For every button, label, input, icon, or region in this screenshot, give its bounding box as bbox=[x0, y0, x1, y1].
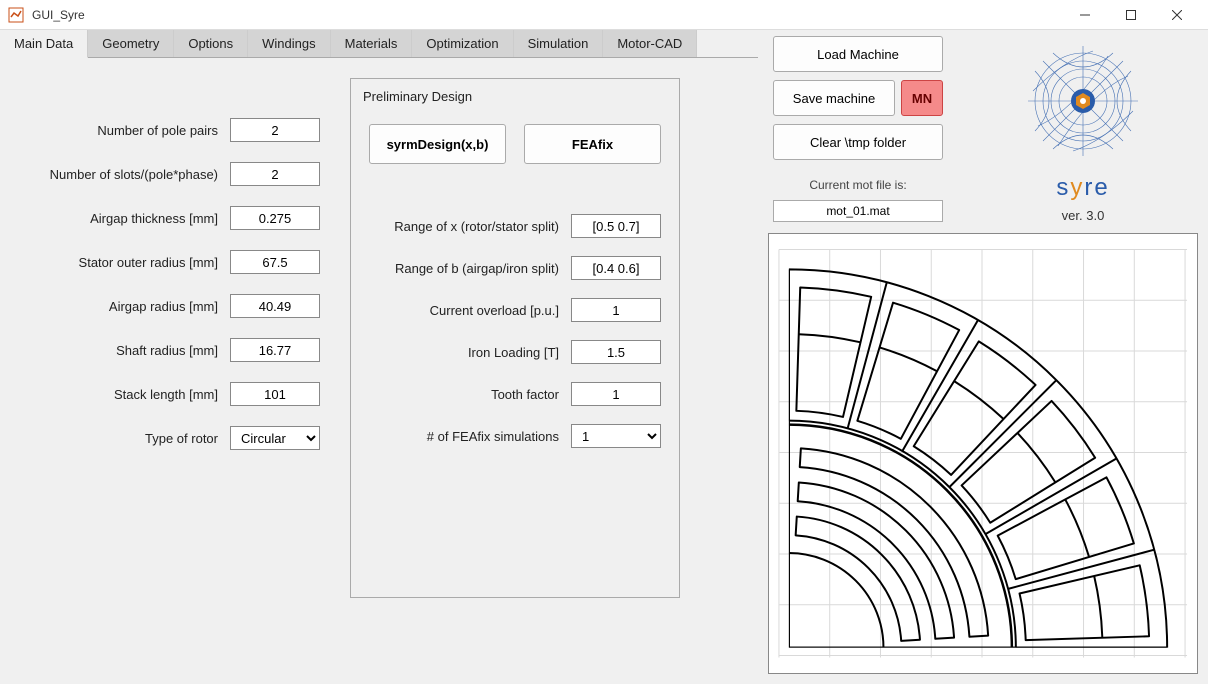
prelim-label: Tooth factor bbox=[491, 387, 559, 402]
field-input[interactable] bbox=[230, 382, 320, 406]
syrm-design-button[interactable]: syrmDesign(x,b) bbox=[369, 124, 506, 164]
logo-text: syre bbox=[1056, 174, 1109, 202]
field-input[interactable] bbox=[230, 338, 320, 362]
tab-geometry[interactable]: Geometry bbox=[88, 30, 174, 57]
prelim-input[interactable] bbox=[571, 382, 661, 406]
prelim-label: Range of b (airgap/iron split) bbox=[395, 261, 559, 276]
field-input[interactable] bbox=[230, 250, 320, 274]
titlebar: GUI_Syre bbox=[0, 0, 1208, 30]
prelim-input[interactable] bbox=[571, 256, 661, 280]
field-input[interactable] bbox=[230, 206, 320, 230]
clear-tmp-button[interactable]: Clear \tmp folder bbox=[773, 124, 943, 160]
right-panel: Load Machine Save machine MN Clear \tmp … bbox=[758, 30, 1208, 684]
motor-cross-section-figure bbox=[768, 233, 1198, 674]
preliminary-design-panel: Preliminary Design syrmDesign(x,b) FEAfi… bbox=[350, 78, 680, 598]
field-label: Shaft radius [mm] bbox=[116, 343, 218, 358]
field-input[interactable] bbox=[230, 162, 320, 186]
mn-button[interactable]: MN bbox=[901, 80, 943, 116]
tab-bar: Main DataGeometryOptionsWindingsMaterial… bbox=[0, 30, 758, 58]
prelim-label: Current overload [p.u.] bbox=[430, 303, 559, 318]
logo-area: syre ver. 3.0 bbox=[968, 36, 1198, 223]
field-label: Number of slots/(pole*phase) bbox=[50, 167, 218, 182]
minimize-button[interactable] bbox=[1062, 0, 1108, 30]
window-title: GUI_Syre bbox=[32, 8, 1062, 22]
rotor-type-select[interactable]: Circular bbox=[230, 426, 320, 450]
prelim-label: Range of x (rotor/stator split) bbox=[394, 219, 559, 234]
close-button[interactable] bbox=[1154, 0, 1200, 30]
tab-options[interactable]: Options bbox=[174, 30, 248, 57]
preliminary-design-title: Preliminary Design bbox=[351, 79, 679, 110]
load-machine-button[interactable]: Load Machine bbox=[773, 36, 943, 72]
field-label: Number of pole pairs bbox=[97, 123, 218, 138]
prelim-input[interactable] bbox=[571, 214, 661, 238]
left-panel: Main DataGeometryOptionsWindingsMaterial… bbox=[0, 30, 758, 684]
prelim-label: Iron Loading [T] bbox=[468, 345, 559, 360]
field-label: Airgap thickness [mm] bbox=[90, 211, 218, 226]
version-label: ver. 3.0 bbox=[1062, 208, 1105, 223]
tab-materials[interactable]: Materials bbox=[331, 30, 413, 57]
field-input[interactable] bbox=[230, 118, 320, 142]
tab-windings[interactable]: Windings bbox=[248, 30, 330, 57]
tab-main-data[interactable]: Main Data bbox=[0, 30, 88, 58]
prelim-input[interactable] bbox=[571, 340, 661, 364]
tab-optimization[interactable]: Optimization bbox=[412, 30, 513, 57]
prelim-input[interactable] bbox=[571, 298, 661, 322]
rotor-type-label: Type of rotor bbox=[145, 431, 218, 446]
feafix-sim-label: # of FEAfix simulations bbox=[427, 429, 559, 444]
main-data-column: Number of pole pairs Number of slots/(pol… bbox=[10, 118, 320, 598]
tab-simulation[interactable]: Simulation bbox=[514, 30, 604, 57]
current-file-label: Current mot file is: bbox=[809, 178, 906, 192]
save-machine-button[interactable]: Save machine bbox=[773, 80, 895, 116]
field-label: Stator outer radius [mm] bbox=[79, 255, 218, 270]
feafix-sim-select[interactable]: 1 bbox=[571, 424, 661, 448]
syre-logo-icon bbox=[1018, 36, 1148, 176]
tab-motor-cad[interactable]: Motor-CAD bbox=[603, 30, 697, 57]
field-input[interactable] bbox=[230, 294, 320, 318]
field-label: Stack length [mm] bbox=[114, 387, 218, 402]
app-icon bbox=[8, 7, 24, 23]
field-label: Airgap radius [mm] bbox=[109, 299, 218, 314]
feafix-button[interactable]: FEAfix bbox=[524, 124, 661, 164]
current-file-value: mot_01.mat bbox=[773, 200, 943, 222]
maximize-button[interactable] bbox=[1108, 0, 1154, 30]
